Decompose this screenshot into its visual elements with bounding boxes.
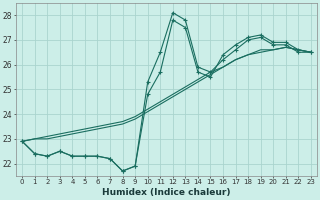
X-axis label: Humidex (Indice chaleur): Humidex (Indice chaleur) <box>102 188 231 197</box>
